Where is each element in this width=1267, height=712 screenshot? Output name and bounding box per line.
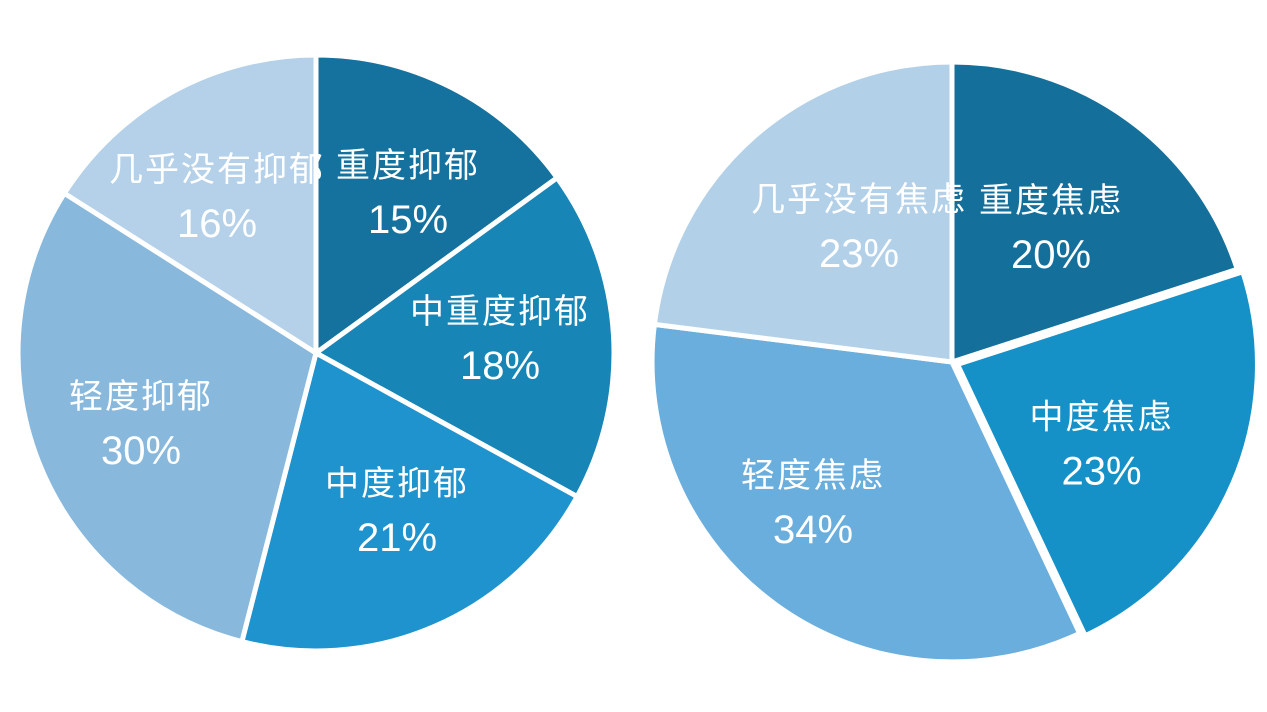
pie-slice-label-mild-anxiety: 轻度焦虑 [741,457,885,495]
pie-slice-mild-depression [15,190,319,645]
pie-slice-value-almost-no-anxiety: 23% [819,232,899,276]
pie-slice-mild-anxiety [649,321,1083,665]
pie-slice-value-moderate-depression: 21% [357,516,437,560]
pie-slice-label-moderate-severe-depression: 中重度抑郁 [410,293,590,331]
pie-slice-value-severe-anxiety: 20% [1011,233,1091,277]
pie-slice-label-mild-depression: 轻度抑郁 [69,378,213,416]
pie-slice-value-severe-depression: 15% [368,198,448,242]
pie-slice-moderate-severe-depression [313,175,617,500]
pie-slice-value-mild-depression: 30% [101,429,181,473]
pie-slice-label-severe-depression: 重度抑郁 [336,147,480,185]
depression-pie-svg: 重度抑郁 15% 中重度抑郁 18% 中度抑郁 21% 轻度抑郁 30% 几乎没有抑郁 16% [15,52,617,654]
pie-slice-moderate-depression [239,350,580,654]
pie-slice-label-almost-no-depression: 几乎没有抑郁 [109,151,325,189]
pie-slice-label-moderate-anxiety: 中度焦虑 [1030,398,1174,436]
pie-slice-value-mild-anxiety: 34% [773,508,853,552]
pie-slice-label-moderate-depression: 中度抑郁 [325,465,469,503]
pie-slice-label-almost-no-anxiety: 几乎没有焦虑 [751,181,967,219]
pie-slice-value-moderate-severe-depression: 18% [460,344,540,388]
pie-slice-moderate-anxiety [955,269,1260,639]
pie-slice-almost-no-anxiety [651,59,955,365]
pie-slice-value-moderate-anxiety: 23% [1061,449,1141,493]
pie-slice-severe-depression [313,52,560,356]
depression-pie-chart: 重度抑郁 15% 中重度抑郁 18% 中度抑郁 21% 轻度抑郁 30% 几乎没有抑郁 16% [15,52,617,654]
anxiety-pie-svg: 重度焦虑 20% 中度焦虑 23% 轻度焦虑 34% 几乎没有焦虑 23% [649,59,1260,665]
pie-slice-label-severe-anxiety: 重度焦虑 [979,182,1123,220]
pie-slice-almost-no-depression [61,52,319,356]
pie-slice-value-almost-no-depression: 16% [177,202,257,246]
pie-slice-severe-anxiety [949,59,1240,365]
anxiety-pie-chart: 重度焦虑 20% 中度焦虑 23% 轻度焦虑 34% 几乎没有焦虑 23% [634,0,1267,712]
